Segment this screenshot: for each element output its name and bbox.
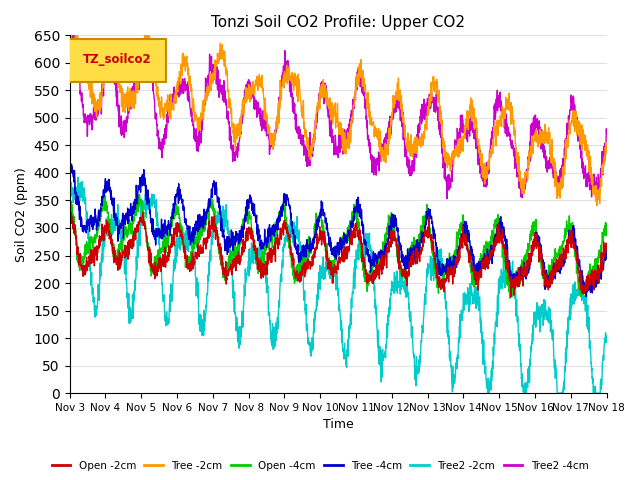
- Text: TZ_soilco2: TZ_soilco2: [83, 53, 151, 66]
- Title: Tonzi Soil CO2 Profile: Upper CO2: Tonzi Soil CO2 Profile: Upper CO2: [211, 15, 465, 30]
- Y-axis label: Soil CO2 (ppm): Soil CO2 (ppm): [15, 167, 28, 262]
- Legend: Open -2cm, Tree -2cm, Open -4cm, Tree -4cm, Tree2 -2cm, Tree2 -4cm: Open -2cm, Tree -2cm, Open -4cm, Tree -4…: [47, 456, 593, 475]
- FancyBboxPatch shape: [67, 39, 166, 82]
- X-axis label: Time: Time: [323, 419, 353, 432]
